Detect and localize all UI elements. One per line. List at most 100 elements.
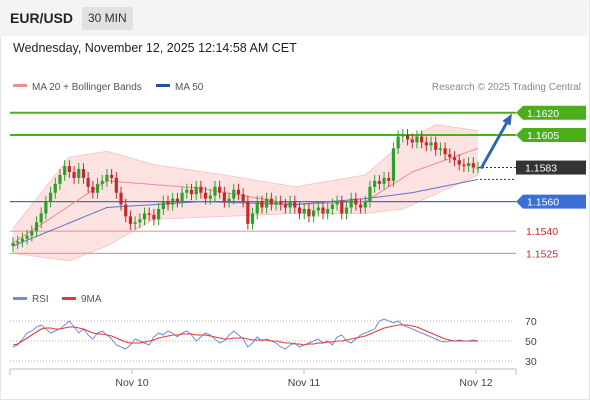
candle-body <box>63 166 67 175</box>
candle-body <box>124 204 128 217</box>
candle-body <box>424 142 428 146</box>
candle-body <box>255 201 259 214</box>
candle-body <box>147 213 151 215</box>
current-price-box <box>516 160 586 175</box>
candles-layer <box>11 129 480 252</box>
candle-body <box>48 192 53 202</box>
candle-body <box>128 216 133 224</box>
candle-body <box>91 186 95 193</box>
candle-body <box>274 201 278 205</box>
candle-body <box>344 207 349 214</box>
candle-body <box>166 201 170 205</box>
ma20-line <box>12 147 479 244</box>
candle-body <box>58 174 62 184</box>
candle-body <box>265 198 269 208</box>
rsi-tick-label: 50 <box>525 336 537 348</box>
candle-body <box>218 186 222 193</box>
candle-body <box>368 186 372 202</box>
resistance-level-label: 1.1620 <box>527 108 559 120</box>
candle-body <box>415 136 419 143</box>
candle-body <box>199 186 203 193</box>
candle-body <box>405 135 410 140</box>
candle-body <box>72 172 76 178</box>
candle-body <box>429 142 433 146</box>
rsi-panel: 30 50 70 <box>10 316 537 368</box>
candle-body <box>312 210 316 217</box>
candle-body <box>279 201 283 205</box>
candle-body <box>260 201 264 208</box>
candle-body <box>363 201 367 208</box>
candle-body <box>213 186 217 196</box>
x-tick-label: Nov 11 <box>288 377 321 389</box>
rsi-line <box>12 318 479 350</box>
candle-body <box>25 235 29 239</box>
credit-label: Research © 2025 Trading Central <box>432 82 581 93</box>
candle-body <box>401 135 405 137</box>
candle-body <box>180 192 184 202</box>
candle-body <box>185 189 189 193</box>
rsi-legend-swatch <box>13 297 27 300</box>
support-level-label: 1.1540 <box>526 226 558 238</box>
candle-body <box>53 183 57 193</box>
candle-body <box>95 183 100 193</box>
candle-body <box>194 186 198 195</box>
bollinger-lower-line <box>12 174 479 262</box>
candle-body <box>330 204 334 209</box>
candle-body <box>34 222 39 232</box>
header-bar: EUR/USD 30 MIN <box>0 0 588 36</box>
candle-body <box>476 167 480 169</box>
candle-body <box>358 204 363 208</box>
rsi-tick-label: 70 <box>525 316 537 328</box>
symbol-label: EUR/USD <box>10 10 74 26</box>
ma50-legend-label: MA 50 <box>175 82 204 93</box>
candle-body <box>105 174 109 181</box>
moving-average-layer <box>12 147 479 247</box>
candle-body <box>222 192 226 202</box>
candle-body <box>391 148 396 181</box>
candle-body <box>302 209 306 214</box>
candle-body <box>100 180 104 184</box>
candle-body <box>382 177 386 184</box>
candle-body <box>269 198 273 205</box>
candle-body <box>16 241 20 244</box>
candle-body <box>208 195 212 199</box>
x-tick-label: Nov 12 <box>459 377 492 389</box>
candle-body <box>171 198 175 205</box>
rsi-ma-line <box>12 324 478 346</box>
candle-body <box>293 201 297 208</box>
candle-body <box>44 201 48 214</box>
candle-body <box>434 142 438 150</box>
candle-body <box>39 213 43 223</box>
rsi-tick-label: 30 <box>525 356 537 368</box>
candle-body <box>457 160 461 165</box>
candle-body <box>30 231 34 236</box>
x-tick-label: Nov 10 <box>115 377 148 389</box>
candle-body <box>452 157 457 161</box>
bollinger-upper-line <box>12 124 479 229</box>
candle-body <box>133 222 137 224</box>
candle-body <box>241 194 245 202</box>
candle-body <box>467 163 471 167</box>
bollinger-band-layer <box>12 124 479 262</box>
candle-body <box>354 198 358 205</box>
resistance-label-tag <box>516 105 586 120</box>
candle-body <box>110 174 114 178</box>
resistance-label-tag <box>516 128 586 142</box>
pivot-label-tag <box>516 194 586 209</box>
candle-body <box>307 209 311 217</box>
candle-body <box>227 198 231 202</box>
ma50-line <box>12 178 479 247</box>
candle-body <box>157 209 161 220</box>
candle-body <box>203 192 208 199</box>
candle-body <box>316 207 320 211</box>
support-level-label: 1.1525 <box>526 248 558 260</box>
timeframe-button[interactable]: 30 MIN <box>82 7 133 30</box>
candle-body <box>297 207 302 214</box>
candle-body <box>438 148 443 150</box>
level-labels-layer: 1.1620 1.1605 1.1583 1.1560 1.1540 1.1525 <box>516 105 586 260</box>
candle-body <box>67 166 71 172</box>
candle-body <box>387 177 391 181</box>
candle-body <box>232 189 236 199</box>
candle-body <box>443 148 447 155</box>
